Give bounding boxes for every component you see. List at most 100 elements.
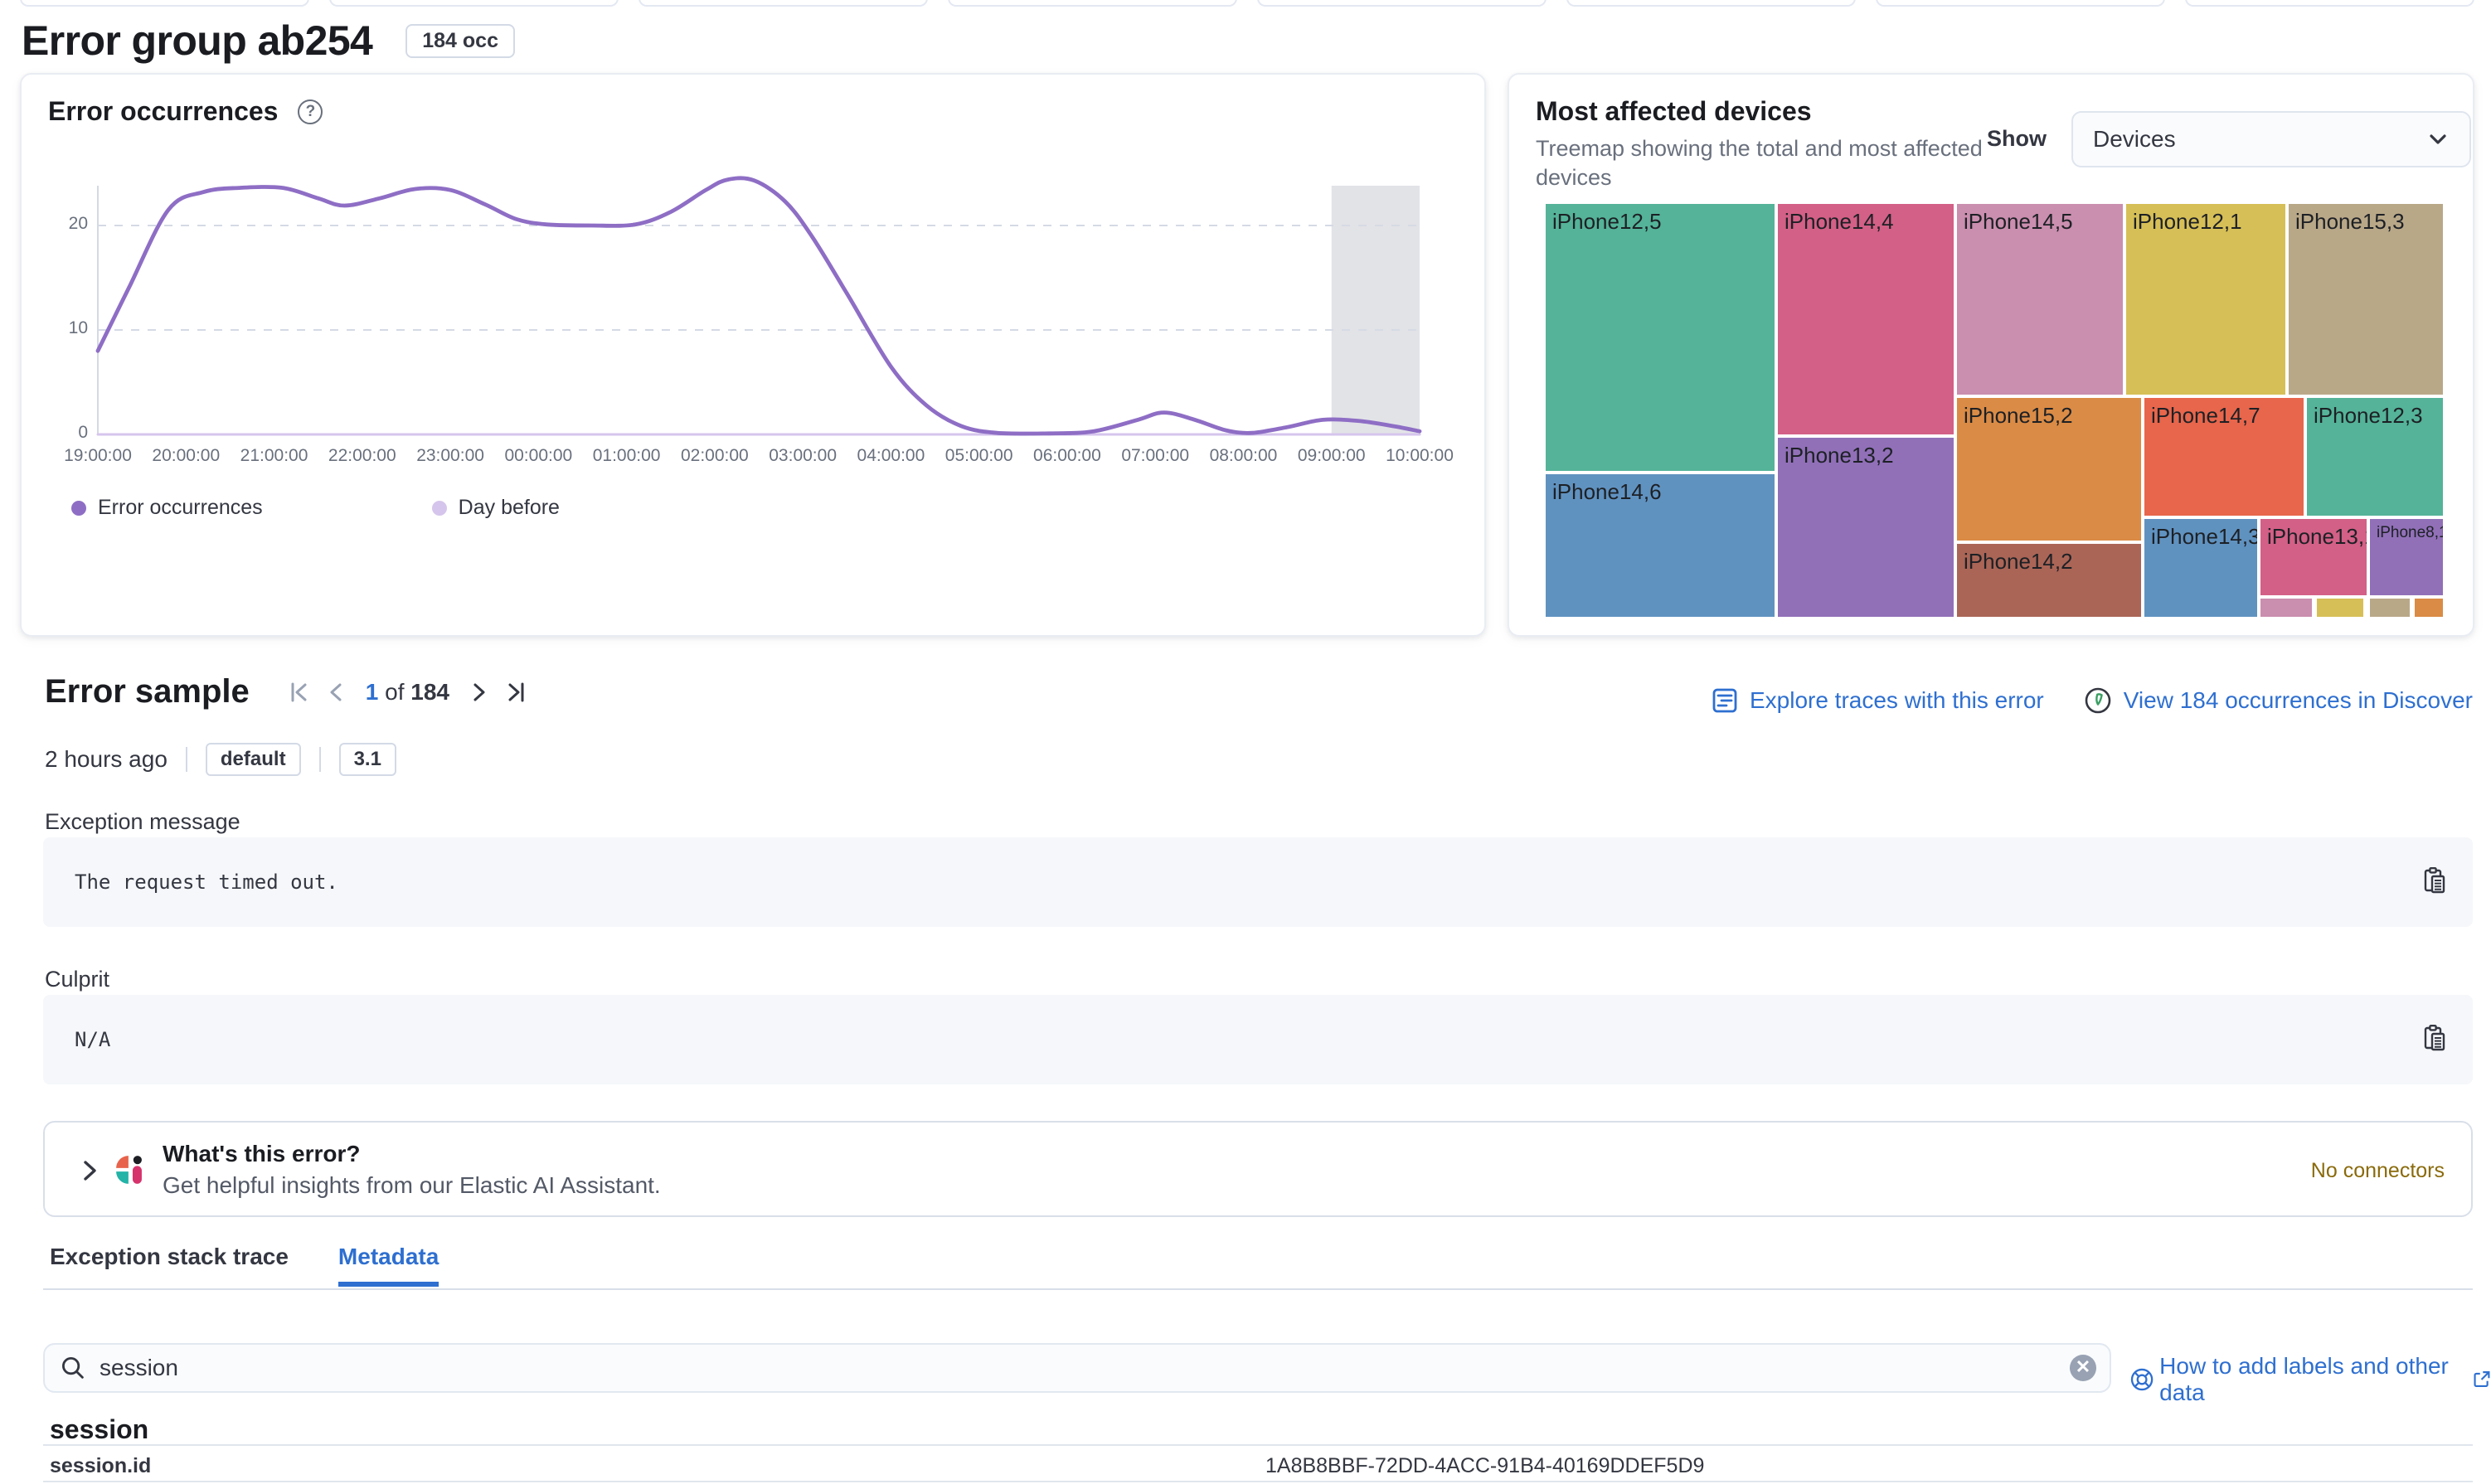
treemap-cell-iphone14-7[interactable]: iPhone14,7 xyxy=(2144,398,2304,516)
treemap-cell-iphone8-1[interactable]: iPhone8,1 xyxy=(2370,519,2443,595)
divider xyxy=(318,747,321,772)
x-axis-label: 09:00:00 xyxy=(1297,446,1366,465)
show-label: Show xyxy=(1987,126,2047,151)
devices-panel-subtitle: Treemap showing the total and most affec… xyxy=(1536,136,1983,191)
treemap-cell-small[interactable] xyxy=(2415,599,2443,617)
x-axis-label: 06:00:00 xyxy=(1033,446,1101,465)
legend-item-error-occurrences[interactable]: Error occurrences xyxy=(71,496,263,520)
x-axis-label: 10:00:00 xyxy=(1386,446,1454,465)
exception-message-block: The request timed out. xyxy=(43,837,2473,927)
environment-badge: default xyxy=(205,743,301,776)
strip-segment xyxy=(1566,0,1856,7)
treemap-cell-label: iPhone15,3 xyxy=(2295,209,2405,234)
view-occurrences-discover-link[interactable]: View 184 occurrences in Discover xyxy=(2084,686,2473,715)
strip-segment xyxy=(329,0,619,7)
treemap-cell-label: iPhone14,5 xyxy=(1964,209,2073,234)
sample-timestamp: 2 hours ago xyxy=(45,746,168,772)
treemap-cell-iphone13-2[interactable]: iPhone13,2 xyxy=(1778,438,1954,617)
ai-callout-subtitle: Get helpful insights from our Elastic AI… xyxy=(163,1172,661,1198)
treemap-cell-iphone14-3[interactable]: iPhone14,3 xyxy=(2144,519,2257,617)
legend-dot xyxy=(71,500,86,516)
tab-metadata[interactable]: Metadata xyxy=(337,1244,439,1287)
chevron-right-icon[interactable] xyxy=(78,1159,101,1182)
metadata-search: ✕ xyxy=(43,1343,2111,1393)
next-page-button[interactable] xyxy=(468,681,491,704)
first-page-button[interactable] xyxy=(286,681,309,704)
exception-message-label: Exception message xyxy=(45,809,240,834)
metadata-search-input[interactable] xyxy=(43,1343,2111,1393)
page-header: Error group ab254 184 occ xyxy=(22,17,515,65)
treemap-cell-small[interactable] xyxy=(2370,599,2410,617)
metadata-section-title: session xyxy=(50,1414,149,1444)
line-chart-svg[interactable] xyxy=(22,75,1488,638)
treemap-cell-iphone15-3[interactable]: iPhone15,3 xyxy=(2289,204,2443,395)
error-sample-links: Explore traces with this error View 184 … xyxy=(1712,686,2473,715)
help-lifering-icon xyxy=(2130,1368,2154,1391)
last-page-button[interactable] xyxy=(506,681,529,704)
treemap-cell-small[interactable] xyxy=(2317,599,2363,617)
ai-assistant-callout[interactable]: What's this error? Get helpful insights … xyxy=(43,1121,2473,1217)
treemap-cell-label: iPhone14,7 xyxy=(2151,403,2260,428)
x-axis-label: 23:00:00 xyxy=(416,446,484,465)
x-axis-label: 05:00:00 xyxy=(944,446,1013,465)
metadata-row: session.id 1A8B8BBF-72DD-4ACC-91B4-40169D… xyxy=(43,1444,2473,1482)
clear-search-icon[interactable]: ✕ xyxy=(2070,1355,2096,1381)
treemap-cell-iphone12-5[interactable]: iPhone12,5 xyxy=(1546,204,1775,471)
treemap-cell-iphone14-2[interactable]: iPhone14,2 xyxy=(1957,544,2141,617)
treemap-cell-small[interactable] xyxy=(2260,599,2312,617)
version-badge: 3.1 xyxy=(338,743,396,776)
treemap-cell-label: iPhone13,1 xyxy=(2267,524,2367,549)
show-devices-select[interactable]: Devices xyxy=(2071,111,2471,167)
pager-current: 1 xyxy=(365,678,379,705)
apm-trace-icon xyxy=(1712,688,1737,713)
treemap-cell-label: iPhone12,1 xyxy=(2133,209,2242,234)
x-axis-label: 20:00:00 xyxy=(152,446,221,465)
chevron-down-icon xyxy=(2430,134,2446,144)
explore-traces-link[interactable]: Explore traces with this error xyxy=(1712,687,2044,714)
legend-dot xyxy=(431,500,447,516)
treemap-cell-iphone12-3[interactable]: iPhone12,3 xyxy=(2307,398,2443,516)
error-occurrences-chart[interactable]: 19:00:00 20:00:00 21:00:00 22:00:00 23:00:00… xyxy=(22,75,1488,638)
help-icon[interactable]: ? xyxy=(298,99,323,124)
occurrences-badge: 184 occ xyxy=(405,23,515,58)
view-occurrences-label: View 184 occurrences in Discover xyxy=(2123,687,2473,713)
x-axis-label: 07:00:00 xyxy=(1121,446,1190,465)
scrolled-cards-strip xyxy=(20,0,2474,7)
treemap-cell-iphone15-2[interactable]: iPhone15,2 xyxy=(1957,398,2141,541)
treemap-cell-label: iPhone14,4 xyxy=(1784,209,1894,234)
strip-segment xyxy=(1876,0,2165,7)
treemap-cell-iphone14-5[interactable]: iPhone14,5 xyxy=(1957,204,2123,395)
treemap-cell-iphone12-1[interactable]: iPhone12,1 xyxy=(2126,204,2285,395)
culprit-block: N/A xyxy=(43,995,2473,1084)
x-axis-label: 02:00:00 xyxy=(680,446,749,465)
devices-panel-title: Most affected devices xyxy=(1536,96,1812,126)
annotation-band xyxy=(1331,186,1420,434)
strip-segment xyxy=(2185,0,2474,7)
divider xyxy=(185,747,187,772)
treemap-cell-iphone14-6[interactable]: iPhone14,6 xyxy=(1546,474,1775,617)
y-axis-label: 0 xyxy=(78,423,88,442)
treemap-cell-iphone13-1[interactable]: iPhone13,1 xyxy=(2260,519,2367,595)
error-occurrences-title: Error occurrences xyxy=(48,96,279,126)
devices-treemap: iPhone12,5 iPhone14,6 iPhone14,4 iPhone13,2… xyxy=(1546,204,2443,617)
pager-total: 184 xyxy=(410,678,449,705)
treemap-cell-iphone14-4[interactable]: iPhone14,4 xyxy=(1778,204,1954,434)
tab-exception-stack-trace[interactable]: Exception stack trace xyxy=(50,1244,289,1269)
prev-page-button[interactable] xyxy=(324,681,347,704)
copy-icon[interactable] xyxy=(2420,1023,2450,1060)
copy-icon[interactable] xyxy=(2420,866,2450,902)
page-title: Error group ab254 xyxy=(22,17,373,64)
show-devices-value: Devices xyxy=(2093,126,2176,152)
treemap-cell-label: iPhone14,3 xyxy=(2151,524,2257,549)
how-to-add-labels-link[interactable]: How to add labels and other data xyxy=(2129,1353,2491,1406)
chart-legend: Error occurrences Day before xyxy=(71,496,560,520)
strip-segment xyxy=(20,0,309,7)
ai-callout-title: What's this error? xyxy=(163,1141,361,1166)
discover-compass-icon xyxy=(2085,687,2111,714)
strip-segment xyxy=(639,0,928,7)
treemap-cell-label: iPhone13,2 xyxy=(1784,443,1894,468)
legend-item-day-before[interactable]: Day before xyxy=(431,496,560,520)
error-sample-title: Error sample xyxy=(45,673,250,710)
treemap-cell-label: iPhone12,3 xyxy=(2314,403,2423,428)
